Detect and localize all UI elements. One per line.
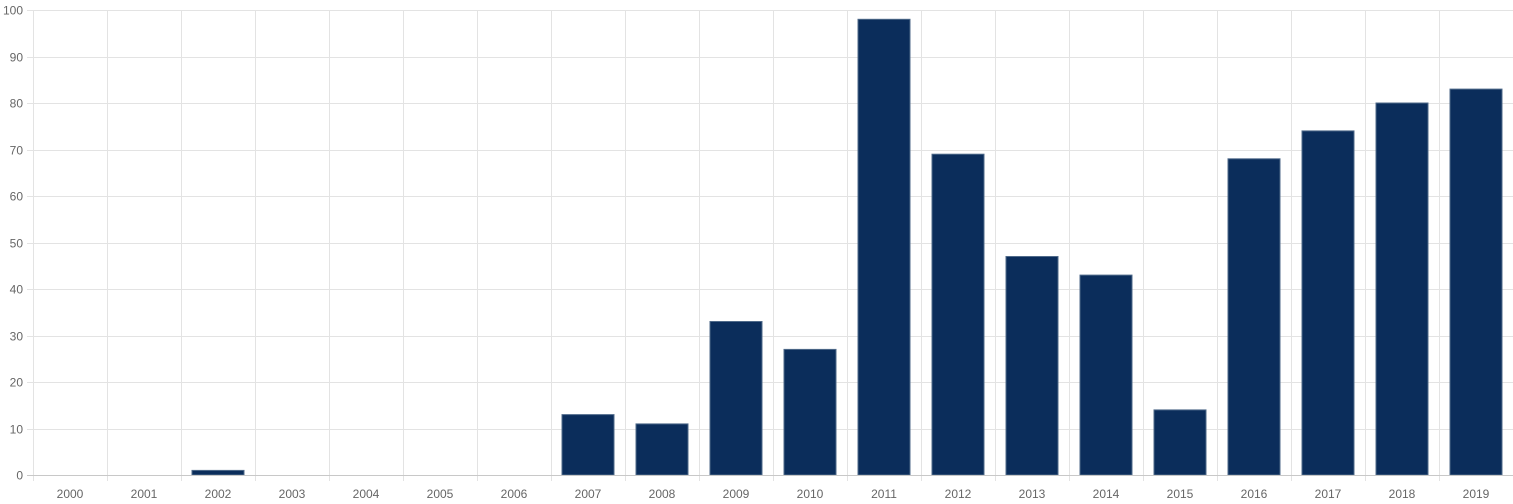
- bar-2009: [709, 321, 763, 476]
- y-tick-label: 30: [10, 330, 24, 344]
- x-tick-label: 2006: [501, 487, 528, 501]
- bar-2015: [1153, 409, 1207, 476]
- x-tick-label: 2011: [871, 487, 897, 501]
- y-tick-label: 50: [10, 237, 24, 251]
- y-tick-label: 40: [10, 283, 24, 297]
- x-tick-label: 2007: [575, 487, 602, 501]
- x-tick-label: 2005: [427, 487, 454, 501]
- x-tick-label: 2013: [1019, 487, 1046, 501]
- bar-2002: [191, 469, 245, 476]
- bar-2008: [635, 423, 689, 476]
- x-tick-label: 2009: [723, 487, 750, 501]
- y-tick-label: 20: [10, 376, 24, 390]
- bar-2007: [561, 414, 615, 476]
- bar-2012: [931, 153, 985, 476]
- y-tick-label: 0: [16, 469, 23, 483]
- bars: [191, 18, 1503, 476]
- y-tick-label: 80: [10, 97, 24, 111]
- x-tick-label: 2010: [797, 487, 824, 501]
- y-tick-labels: 0 10 20 30 40 50 60 70 80 90 100: [3, 4, 23, 483]
- x-tick-labels: 2000 2001 2002 2003 2004 2005 2006 2007 2008 2009…: [57, 487, 1490, 501]
- x-tick-label: 2016: [1241, 487, 1268, 501]
- bar-2013: [1005, 256, 1059, 476]
- bar-2018: [1375, 102, 1429, 476]
- bar-2010: [783, 348, 837, 476]
- x-tick-label: 2008: [649, 487, 676, 501]
- bar-2014: [1079, 274, 1133, 476]
- bar-2011: [857, 18, 911, 476]
- x-tick-label: 2017: [1315, 487, 1342, 501]
- grid-lines: [27, 10, 1513, 481]
- y-tick-label: 70: [10, 144, 24, 158]
- y-tick-label: 100: [3, 4, 23, 18]
- x-tick-label: 2014: [1093, 487, 1120, 501]
- x-tick-label: 2001: [131, 487, 158, 501]
- bar-2017: [1301, 130, 1355, 476]
- x-tick-label: 2000: [57, 487, 84, 501]
- x-tick-label: 2012: [945, 487, 972, 501]
- x-tick-label: 2019: [1463, 487, 1490, 501]
- bar-2019: [1449, 88, 1503, 476]
- bar-2016: [1227, 158, 1281, 476]
- y-tick-label: 90: [10, 51, 24, 65]
- y-tick-label: 60: [10, 190, 24, 204]
- y-tick-label: 10: [10, 423, 24, 437]
- x-tick-label: 2015: [1167, 487, 1194, 501]
- x-tick-label: 2003: [279, 487, 306, 501]
- x-tick-label: 2018: [1389, 487, 1416, 501]
- x-tick-label: 2002: [205, 487, 232, 501]
- x-tick-label: 2004: [353, 487, 380, 501]
